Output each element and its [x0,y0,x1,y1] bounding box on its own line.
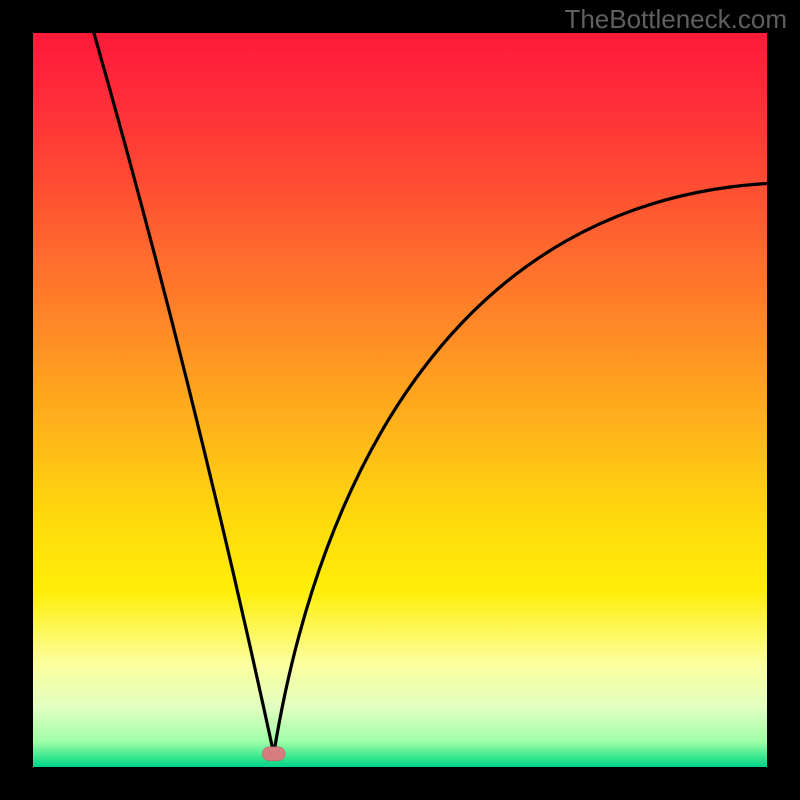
watermark-text: TheBottleneck.com [564,4,787,35]
valley-marker [262,747,285,761]
chart-svg [0,0,800,800]
chart-frame: TheBottleneck.com [0,0,800,800]
